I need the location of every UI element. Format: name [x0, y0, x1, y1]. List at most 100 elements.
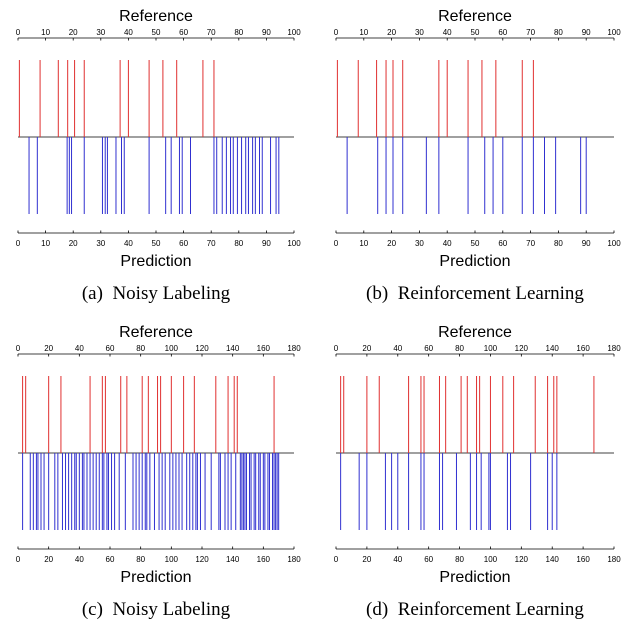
bottom-tick-label: 30 — [96, 239, 105, 248]
panel-c: Reference 0 0 20 20 40 40 60 60 80 80 100 100 120 120 1… — [16, 324, 301, 620]
top-tick-label: 50 — [471, 28, 480, 37]
top-tick-label: 0 — [16, 344, 21, 353]
top-tick-label: 160 — [257, 344, 271, 353]
bottom-tick-label: 40 — [443, 239, 452, 248]
bottom-tick-label: 160 — [257, 555, 271, 564]
top-tick-label: 140 — [226, 344, 240, 353]
top-tick-label: 160 — [576, 344, 590, 353]
top-tick-label: 30 — [96, 28, 105, 37]
top-tick-label: 60 — [179, 28, 188, 37]
bottom-tick-label: 0 — [334, 555, 339, 564]
bottom-tick-label: 60 — [179, 239, 188, 248]
bottom-tick-label: 20 — [44, 555, 53, 564]
bottom-tick-label: 100 — [607, 239, 621, 248]
top-tick-label: 80 — [455, 344, 464, 353]
bottom-tick-label: 20 — [362, 555, 371, 564]
bottom-tick-label: 70 — [207, 239, 216, 248]
top-tick-label: 20 — [44, 344, 53, 353]
top-tick-label: 0 — [16, 28, 21, 37]
bottom-tick-label: 10 — [41, 239, 50, 248]
top-tick-label: 70 — [207, 28, 216, 37]
top-tick-label: 120 — [195, 344, 209, 353]
top-tick-label: 40 — [443, 28, 452, 37]
top-tick-label: 40 — [75, 344, 84, 353]
bottom-tick-label: 30 — [415, 239, 424, 248]
top-tick-label: 80 — [554, 28, 563, 37]
top-tick-label: 140 — [546, 344, 560, 353]
bottom-tick-label: 80 — [136, 555, 145, 564]
panel-d: Reference 0 0 20 20 40 40 60 60 80 80 100 100 120 120 1… — [334, 324, 621, 620]
bottom-tick-label: 40 — [124, 239, 133, 248]
top-tick-label: 180 — [607, 344, 621, 353]
top-tick-label: 180 — [287, 344, 301, 353]
bottom-tick-label: 100 — [484, 555, 498, 564]
top-axis-title: Reference — [438, 8, 512, 25]
top-tick-label: 40 — [393, 344, 402, 353]
bottom-tick-label: 120 — [515, 555, 529, 564]
bottom-axis-title: Prediction — [439, 569, 510, 586]
bottom-tick-label: 80 — [234, 239, 243, 248]
top-tick-label: 100 — [287, 28, 301, 37]
bottom-tick-label: 50 — [152, 239, 161, 248]
top-tick-label: 60 — [106, 344, 115, 353]
top-tick-label: 90 — [262, 28, 271, 37]
bottom-tick-label: 50 — [471, 239, 480, 248]
top-tick-label: 10 — [359, 28, 368, 37]
panel-a: Reference 0 0 10 10 20 20 30 30 40 40 50 50 60 60 70 70 8… — [16, 8, 301, 304]
bottom-tick-label: 20 — [387, 239, 396, 248]
panel-caption: (a) Noisy Labeling — [82, 283, 231, 304]
bottom-tick-label: 120 — [195, 555, 209, 564]
bottom-tick-label: 180 — [607, 555, 621, 564]
bottom-tick-label: 80 — [554, 239, 563, 248]
bottom-tick-label: 90 — [262, 239, 271, 248]
top-tick-label: 60 — [424, 344, 433, 353]
top-axis-title: Reference — [119, 324, 193, 341]
bottom-tick-label: 100 — [287, 239, 301, 248]
top-tick-label: 100 — [165, 344, 179, 353]
top-tick-label: 10 — [41, 28, 50, 37]
bottom-tick-label: 100 — [165, 555, 179, 564]
top-tick-label: 100 — [607, 28, 621, 37]
panel-caption: (d) Reinforcement Learning — [366, 599, 584, 620]
top-tick-label: 20 — [387, 28, 396, 37]
top-tick-label: 20 — [69, 28, 78, 37]
panel-caption: (b) Reinforcement Learning — [366, 283, 584, 304]
top-tick-label: 50 — [152, 28, 161, 37]
bottom-tick-label: 180 — [287, 555, 301, 564]
bottom-tick-label: 0 — [16, 555, 21, 564]
top-tick-label: 30 — [415, 28, 424, 37]
panel-b: Reference 0 0 10 10 20 20 30 30 40 40 50 50 60 60 70 70 8… — [334, 8, 621, 304]
bottom-tick-label: 0 — [16, 239, 21, 248]
bottom-tick-label: 20 — [69, 239, 78, 248]
bottom-tick-label: 60 — [498, 239, 507, 248]
bottom-tick-label: 140 — [546, 555, 560, 564]
bottom-tick-label: 80 — [455, 555, 464, 564]
bottom-axis-title: Prediction — [120, 253, 191, 270]
top-tick-label: 90 — [582, 28, 591, 37]
bottom-tick-label: 160 — [576, 555, 590, 564]
bottom-tick-label: 10 — [359, 239, 368, 248]
bottom-tick-label: 90 — [582, 239, 591, 248]
top-tick-label: 40 — [124, 28, 133, 37]
top-axis-title: Reference — [119, 8, 193, 25]
top-tick-label: 100 — [484, 344, 498, 353]
bottom-tick-label: 60 — [424, 555, 433, 564]
bottom-tick-label: 0 — [334, 239, 339, 248]
top-tick-label: 120 — [515, 344, 529, 353]
top-tick-label: 0 — [334, 344, 339, 353]
top-tick-label: 80 — [136, 344, 145, 353]
bottom-axis-title: Prediction — [439, 253, 510, 270]
bottom-axis-title: Prediction — [120, 569, 191, 586]
bottom-tick-label: 40 — [393, 555, 402, 564]
bottom-tick-label: 40 — [75, 555, 84, 564]
top-tick-label: 0 — [334, 28, 339, 37]
top-tick-label: 20 — [362, 344, 371, 353]
bottom-tick-label: 60 — [106, 555, 115, 564]
bottom-tick-label: 70 — [526, 239, 535, 248]
top-tick-label: 60 — [498, 28, 507, 37]
top-tick-label: 80 — [234, 28, 243, 37]
top-tick-label: 70 — [526, 28, 535, 37]
bottom-tick-label: 140 — [226, 555, 240, 564]
panel-caption: (c) Noisy Labeling — [82, 599, 231, 620]
